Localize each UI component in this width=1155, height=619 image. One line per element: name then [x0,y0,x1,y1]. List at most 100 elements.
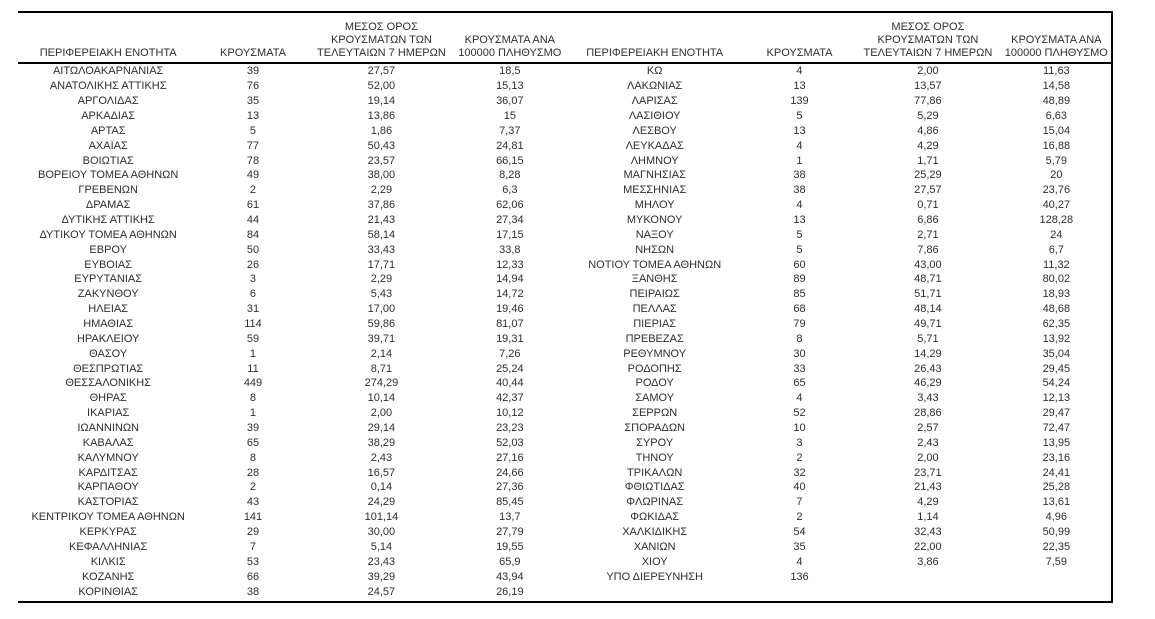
cell-cases: 38 [793,169,806,182]
cell-per100k: 25,24 [496,362,524,375]
cell-region: ΖΑΚΥΝΘΟΥ [77,288,139,301]
cell-region: ΠΕΙΡΑΙΩΣ [629,288,680,301]
cell-avg7: 27,57 [367,65,396,78]
cell-region: ΤΗΝΟΥ [635,451,674,464]
cell-avg7: 13,57 [914,80,942,93]
cell-per100k: 50,99 [1042,526,1071,539]
table-row: ΝΑΞΟΥ 5 2,71 24 [565,227,1112,242]
col-header-per100k: ΚΡΟΥΣΜΑΤΑ ΑΝΑ 100000 ΠΛΗΘΥΣΜΟ [455,34,564,62]
cell-per100k: 16,88 [1042,139,1071,152]
cell-avg7: 48,14 [914,303,942,316]
cell-cases: 1 [796,154,803,167]
cell-per100k: 24,81 [496,139,524,152]
cell-per100k: 6,63 [1045,110,1068,122]
cell-cases: 4 [796,199,803,212]
cell-cases: 50 [246,243,260,256]
table-row: ΚΟΖΑΝΗΣ 66 39,29 43,94 [18,569,565,584]
cell-cases: 13 [246,110,260,122]
cell-cases: 4 [796,65,803,78]
table-row: ΠΡΕΒΕΖΑΣ 8 5,71 13,92 [565,331,1112,346]
table-row: ΡΟΔΟΠΗΣ 33 26,43 29,45 [565,361,1112,376]
cell-per100k: 12,13 [1042,392,1071,405]
cell-cases: 139 [790,95,809,108]
cell-per100k: 6,7 [1048,243,1064,256]
cell-region: ΥΠΟ ΔΙΕΡΕΥΝΗΣΗ [606,570,703,583]
table-row: ΛΕΣΒΟΥ 13 4,86 15,04 [565,123,1112,138]
cell-region: ΚΩ [646,65,663,78]
cell-cases: 2 [796,511,803,524]
cell-avg7: 14,29 [914,347,942,360]
cell-region: ΛΕΥΚΑΔΑΣ [625,139,684,152]
cell-cases: 35 [793,540,806,553]
cell-per100k: 6,3 [502,184,518,197]
table-row: ΧΑΝΙΩΝ 35 22,00 22,35 [565,540,1112,555]
col-header-avg7: ΜΕΣΟΣ ΟΡΟΣ ΚΡΟΥΣΜΑΤΩΝ ΤΩΝ ΤΕΛΕΥΤΑΙΩΝ 7 Η… [308,21,456,62]
cell-avg7: 274,29 [364,377,399,390]
cell-cases: 2 [249,184,257,197]
table-row: ΜΕΣΣΗΝΙΑΣ 38 27,57 23,76 [565,183,1112,198]
table-row: ΠΙΕΡΙΑΣ 79 49,71 62,35 [565,317,1112,332]
cell-cases: 4 [796,139,803,152]
cell-per100k: 27,16 [496,451,524,464]
cell-region: ΦΩΚΙΔΑΣ [630,511,680,524]
cell-avg7: 52,00 [367,80,396,93]
cell-avg7: 8,71 [370,362,393,375]
table-row: ΕΥΒΟΙΑΣ 26 17,71 12,33 [18,257,565,272]
table-row: ΚΕΦΑΛΛΗΝΙΑΣ 7 5,14 19,55 [18,540,565,555]
table-row: ΑΙΤΩΛΟΑΚΑΡΝΑΝΙΑΣ 39 27,57 18,5 [18,64,565,79]
cell-cases: 49 [246,169,260,182]
cell-avg7: 32,43 [914,526,942,539]
cell-avg7: 58,14 [367,228,396,241]
cell-avg7: 38,00 [367,169,396,182]
cell-per100k: 19,31 [496,332,524,345]
cell-avg7: 2,57 [917,422,939,435]
cell-region: ΣΕΡΡΩΝ [632,407,678,420]
cell-per100k: 48,89 [1042,95,1071,108]
col-header-per100k: ΚΡΟΥΣΜΑΤΑ ΑΝΑ 100000 ΠΛΗΘΥΣΜΟ [1002,34,1111,62]
cell-per100k: 4,96 [1045,511,1068,524]
cell-cases: 4 [796,555,803,568]
cell-cases: 52 [793,407,806,420]
table-row: ΚΑΛΥΜΝΟΥ 8 2,43 27,16 [18,450,565,465]
cell-cases: 79 [793,318,806,331]
cell-region: ΧΑΝΙΩΝ [633,540,676,553]
cell-per100k: 7,26 [499,347,521,360]
table-row: ΥΠΟ ΔΙΕΡΕΥΝΗΣΗ 136 [565,569,1112,584]
cell-cases: 89 [793,273,806,286]
cell-avg7: 46,29 [914,377,942,390]
table-row: ΚΑΒΑΛΑΣ 65 38,29 52,03 [18,435,565,450]
cell-avg7: 5,71 [917,332,939,345]
cell-per100k: 10,12 [496,407,524,420]
table-row: ΑΡΚΑΔΙΑΣ 13 13,86 15 [18,109,565,124]
cell-cases: 10 [793,422,806,435]
cell-avg7: 23,43 [367,555,396,568]
cell-region: ΚΟΖΑΝΗΣ [82,570,135,583]
table-row: ΓΡΕΒΕΝΩΝ 2 2,29 6,3 [18,183,565,198]
cell-avg7: 21,43 [914,481,942,494]
cell-per100k: 8,28 [499,169,521,182]
cell-avg7: 50,43 [367,139,396,152]
cell-cases: 1 [249,407,257,420]
cell-avg7: 2,00 [370,407,393,420]
table-row: ΝΗΣΩΝ 5 7,86 6,7 [565,242,1112,257]
cell-per100k: 18,5 [499,65,521,78]
cell-per100k: 13,61 [1042,496,1071,509]
cell-region: ΠΙΕΡΙΑΣ [633,318,677,331]
cell-cases: 39 [246,65,260,78]
cell-per100k: 36,07 [496,95,524,108]
cell-cases: 5 [796,228,803,241]
cell-avg7: 4,29 [917,496,939,509]
cell-avg7: 23,57 [367,154,396,167]
cell-cases: 78 [246,154,260,167]
cell-per100k: 72,47 [1042,422,1071,435]
cell-cases: 5 [796,110,803,122]
cell-region: ΕΥΡΥΤΑΝΙΑΣ [74,273,143,286]
table-row: ΦΘΙΩΤΙΔΑΣ 40 21,43 25,28 [565,480,1112,495]
cell-avg7: 1,71 [917,154,939,167]
cell-per100k: 35,04 [1042,347,1071,360]
table-header-row: ΠΕΡΙΦΕΡΕΙΑΚΗ ΕΝΟΤΗΤΑ ΚΡΟΥΣΜΑΤΑ ΜΕΣΟΣ ΟΡΟ… [564,13,1111,64]
cell-avg7: 1,86 [370,124,393,137]
cell-avg7: 17,00 [367,303,396,316]
cell-cases: 40 [793,481,806,494]
